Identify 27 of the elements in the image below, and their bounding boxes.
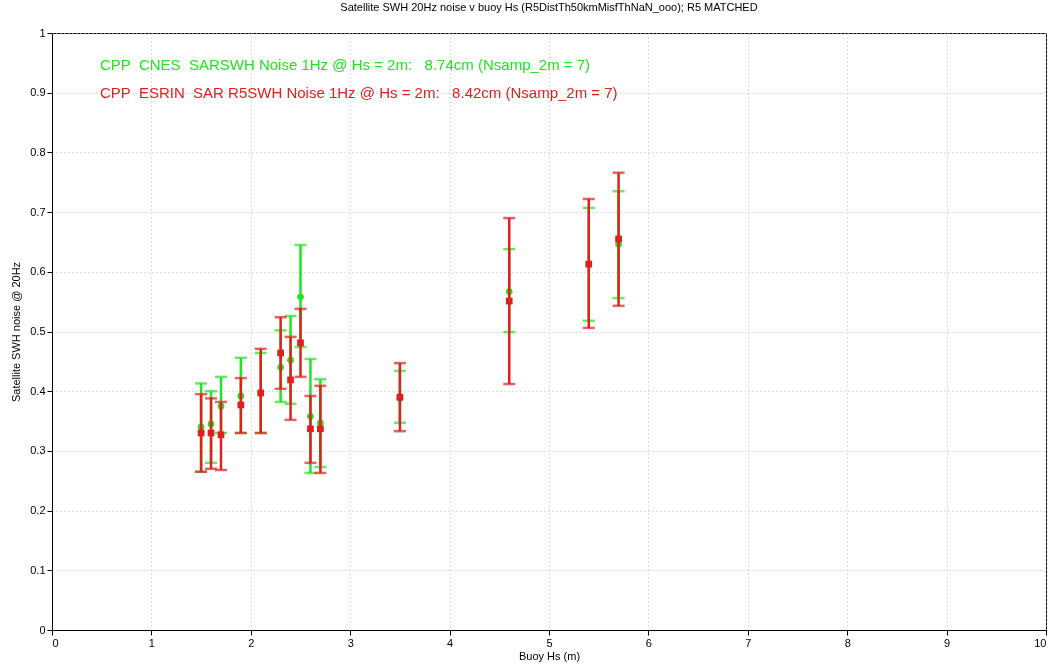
y-tick-label: 1 xyxy=(39,26,46,39)
y-tick-label: 0.8 xyxy=(30,145,46,158)
text: CPP CNES SARSWH Noise 1Hz @ Hs = 2m: 8.74cm (Nsamp_2m = 7) xyxy=(100,56,591,73)
x-tick-label: 0 xyxy=(52,636,59,649)
x-tick-label: 7 xyxy=(745,636,752,649)
y-tick-label: 0 xyxy=(39,623,46,636)
x-tick-label: 10 xyxy=(1034,636,1047,649)
x-tick-label: 8 xyxy=(844,636,851,649)
y-tick-label: 0.3 xyxy=(30,444,46,457)
y-tick-label: 0.7 xyxy=(30,205,46,218)
x-tick-label: 9 xyxy=(944,636,951,649)
x-tick-label: 2 xyxy=(248,636,255,649)
chart-title: Satellite SWH 20Hz noise v buoy Hs (R5DistTh50kmMisfThNaN_ooo); R5 MATCHED xyxy=(340,1,758,13)
x-tick-label: 1 xyxy=(148,636,155,649)
y-tick-label: 0.4 xyxy=(30,384,46,397)
x-tick-label: 6 xyxy=(645,636,652,649)
y-axis-title: Satellite SWH noise @ 20Hz xyxy=(10,261,23,403)
x-tick-label: 3 xyxy=(347,636,354,649)
y-tick-label: 0.5 xyxy=(30,325,46,337)
y-tick-label: 0.6 xyxy=(30,265,46,278)
x-axis-title: Buoy Hs (m) xyxy=(518,649,581,662)
x-tick-label: 4 xyxy=(447,636,454,649)
x-tick-label: 5 xyxy=(546,636,553,649)
y-tick-label: 0.1 xyxy=(30,563,46,576)
text: CPP ESRIN SAR R5SWH Noise 1Hz @ Hs = 2m: 8.42cm (Nsamp_2m = 7) xyxy=(100,84,618,101)
y-tick-label: 0.2 xyxy=(30,504,46,517)
y-tick-label: 0.9 xyxy=(30,86,46,99)
